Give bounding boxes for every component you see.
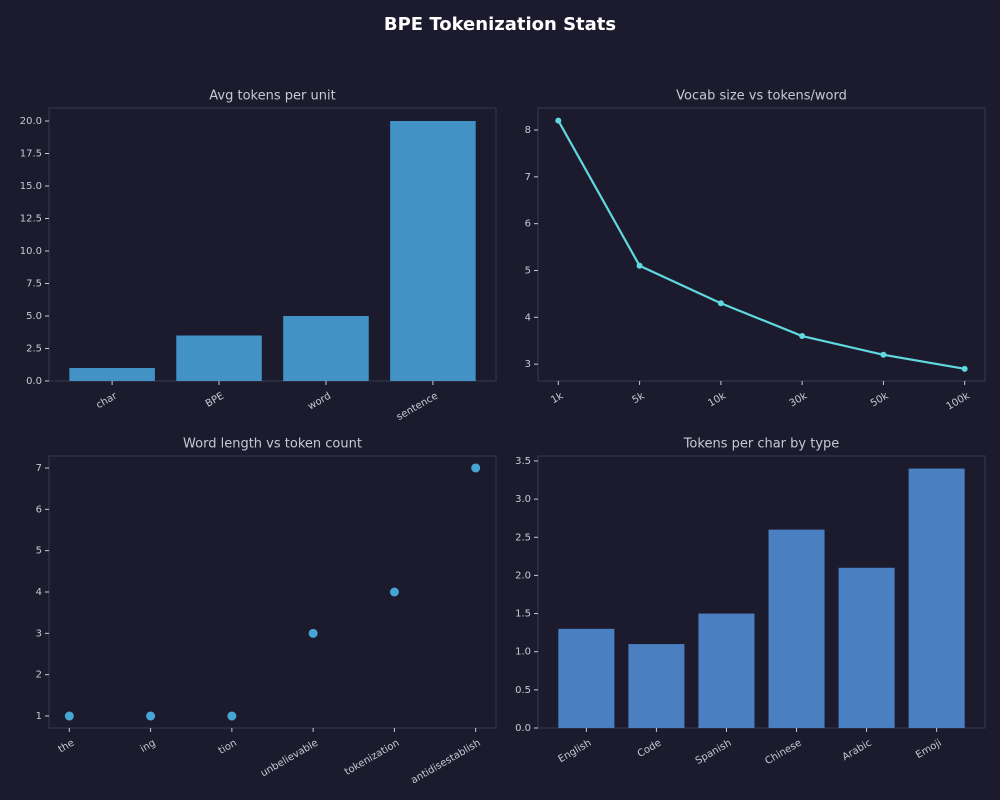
- bar: [768, 529, 825, 728]
- y-tick-label: 4: [525, 312, 531, 323]
- bar: [283, 316, 369, 381]
- bar: [698, 613, 755, 728]
- bar: [176, 335, 262, 381]
- chart-title: Vocab size vs tokens/word: [676, 89, 847, 104]
- chart-title: Avg tokens per unit: [209, 89, 335, 104]
- line-marker: [636, 262, 643, 269]
- line-marker: [799, 333, 806, 340]
- y-tick-label: 5.0: [26, 311, 42, 322]
- y-tick-label: 2: [36, 670, 42, 681]
- y-tick-label: 15.0: [20, 181, 42, 192]
- y-tick-label: 10.0: [20, 246, 42, 257]
- axes-frame: [537, 455, 986, 729]
- figure-title: BPE Tokenization Stats: [384, 14, 616, 35]
- bar: [558, 628, 615, 728]
- chart-title: Tokens per char by type: [683, 437, 840, 452]
- y-tick-label: 3: [36, 628, 42, 639]
- y-tick-label: 2.5: [26, 344, 42, 355]
- y-tick-label: 6: [525, 219, 531, 230]
- y-tick-label: 0.0: [26, 376, 42, 387]
- point: [471, 463, 481, 473]
- y-tick-label: 2.5: [515, 532, 531, 543]
- y-tick-label: 0.5: [515, 685, 531, 696]
- y-tick-label: 4: [36, 587, 42, 598]
- y-tick-label: 1: [36, 711, 42, 722]
- axes-frame: [48, 107, 497, 382]
- y-tick-label: 5: [36, 546, 42, 557]
- y-tick-label: 3.5: [515, 456, 531, 467]
- y-tick-label: 7: [525, 172, 531, 183]
- line: [557, 120, 965, 370]
- bar: [838, 567, 895, 728]
- bar: [69, 368, 155, 381]
- bar: [908, 468, 965, 728]
- line-marker: [880, 351, 887, 358]
- point: [389, 587, 399, 597]
- line-marker: [717, 300, 724, 307]
- y-tick-label: 0.0: [515, 723, 531, 734]
- y-tick-label: 20.0: [20, 116, 42, 127]
- x-tick-label: 5k: [631, 391, 647, 407]
- y-tick-label: 12.5: [20, 214, 42, 225]
- bar: [628, 644, 685, 728]
- y-tick-label: 6: [36, 504, 42, 515]
- line-marker: [555, 117, 562, 124]
- y-tick-label: 3: [525, 359, 531, 370]
- chart-title: Word length vs token count: [183, 437, 362, 452]
- y-tick-label: 17.5: [20, 149, 42, 160]
- y-tick-label: 3.0: [515, 494, 531, 505]
- point: [227, 711, 237, 721]
- y-tick-label: 1.0: [515, 647, 531, 658]
- y-tick-label: 2.0: [515, 570, 531, 581]
- y-tick-label: 8: [525, 125, 531, 136]
- point: [146, 711, 156, 721]
- bar: [390, 121, 476, 381]
- point: [308, 628, 318, 638]
- y-tick-label: 5: [525, 265, 531, 276]
- y-tick-label: 7.5: [26, 279, 42, 290]
- point: [64, 711, 74, 721]
- line-marker: [961, 365, 968, 372]
- axes-frame: [537, 107, 986, 382]
- y-tick-label: 1.5: [515, 609, 531, 620]
- y-tick-label: 7: [36, 463, 42, 474]
- x-tick-label: 1k: [549, 391, 565, 407]
